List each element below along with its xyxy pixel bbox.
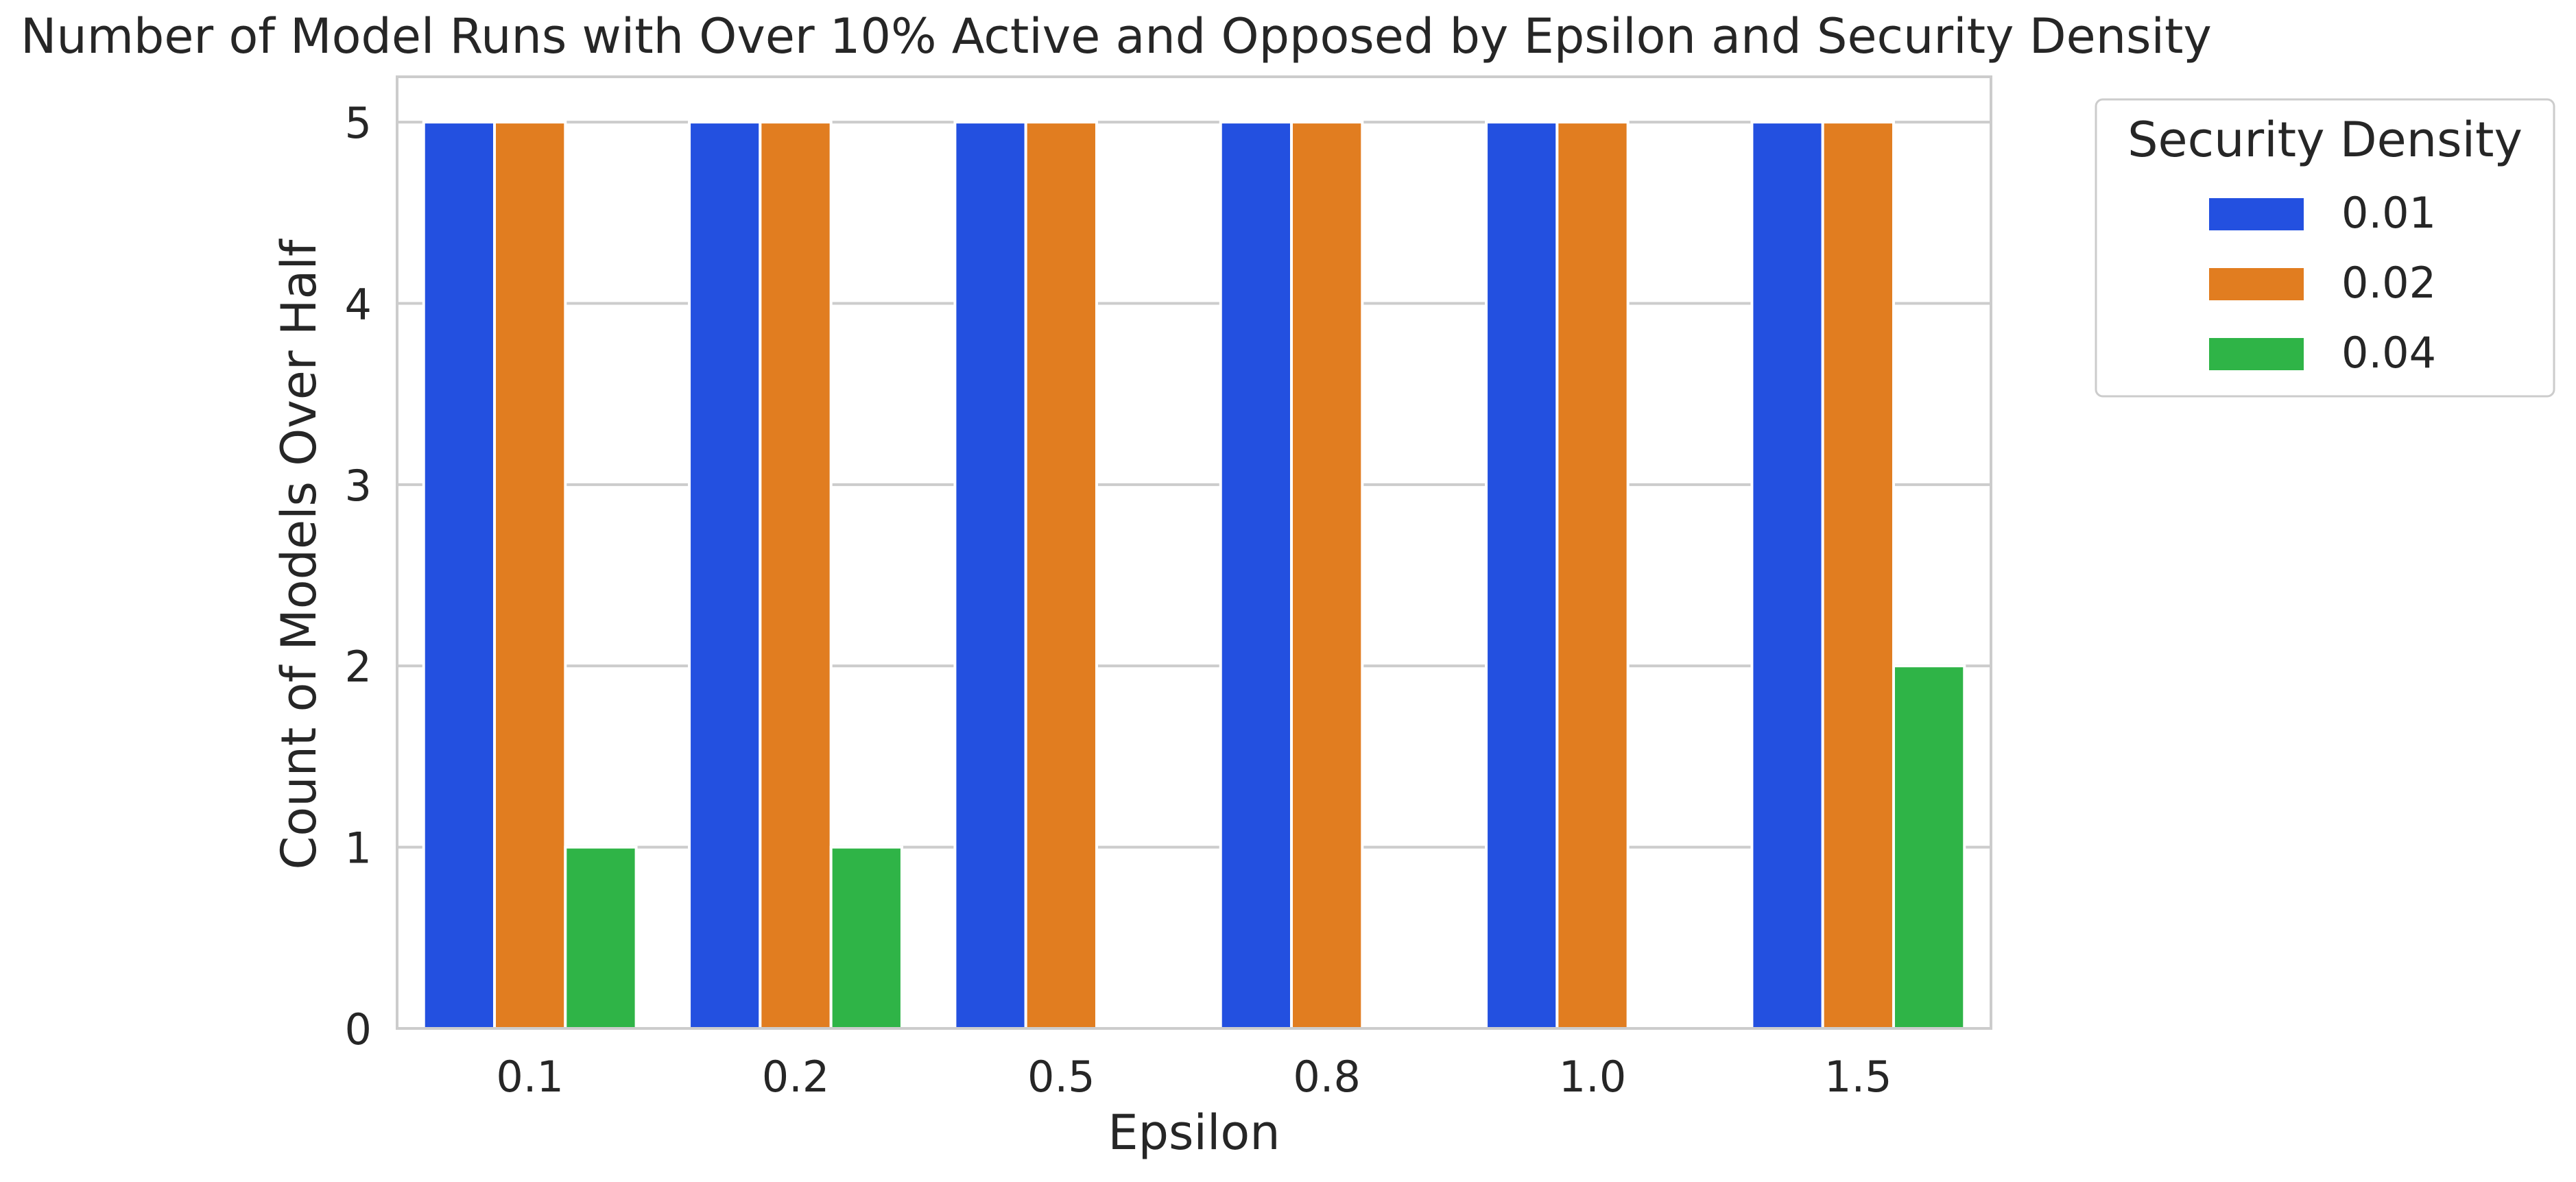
bar-0.02-0.1 <box>493 121 567 1030</box>
bar-0.04-1.5 <box>1892 664 1966 1030</box>
bar-0.01-0.1 <box>422 121 497 1030</box>
legend-label: 0.04 <box>2341 328 2436 378</box>
x-tick-label: 0.1 <box>496 1052 564 1102</box>
bar-0.01-1.0 <box>1485 121 1559 1030</box>
legend-swatch-0.02 <box>2208 267 2305 302</box>
y-axis-ticks: 0 1 2 3 4 5 <box>345 98 372 1054</box>
y-tick-label: 5 <box>345 98 372 148</box>
bar-0.02-0.2 <box>759 121 833 1030</box>
bar-0.02-1.5 <box>1821 121 1895 1030</box>
y-tick-label: 2 <box>345 642 372 692</box>
legend-title: Security Density <box>2127 112 2523 168</box>
x-tick-label: 0.5 <box>1027 1052 1095 1102</box>
legend-label: 0.01 <box>2341 188 2436 238</box>
bar-0.01-1.5 <box>1750 121 1824 1030</box>
bar-0.04-0.1 <box>564 845 638 1030</box>
bar-0.02-0.8 <box>1290 121 1364 1030</box>
x-axis-ticks: 0.1 0.2 0.5 0.8 1.0 1.5 <box>496 1052 1892 1102</box>
legend-swatch-0.01 <box>2208 197 2305 232</box>
legend-label: 0.02 <box>2341 258 2436 308</box>
y-tick-label: 0 <box>345 1004 372 1054</box>
legend-box <box>2095 98 2555 398</box>
bar-0.04-0.2 <box>829 845 903 1030</box>
legend-swatch-0.04 <box>2208 337 2305 372</box>
x-tick-label: 1.0 <box>1559 1052 1627 1102</box>
chart-title: Number of Model Runs with Over 10% Activ… <box>21 8 2212 64</box>
bars <box>422 121 1966 1030</box>
bar-0.01-0.8 <box>1219 121 1293 1030</box>
bar-0.02-0.5 <box>1024 121 1098 1030</box>
x-tick-label: 1.5 <box>1824 1052 1892 1102</box>
plot-frame <box>396 75 1992 1030</box>
bar-0.01-0.5 <box>953 121 1027 1030</box>
y-tick-label: 4 <box>345 279 372 329</box>
legend: Security Density 0.01 0.02 0.04 <box>2095 98 2555 398</box>
y-tick-label: 1 <box>345 823 372 873</box>
y-tick-label: 3 <box>345 461 372 511</box>
x-axis-label: Epsilon <box>1108 1105 1280 1161</box>
bar-0.02-1.0 <box>1555 121 1630 1030</box>
x-tick-label: 0.8 <box>1293 1052 1361 1102</box>
legend-items: 0.01 0.02 0.04 <box>2208 188 2436 378</box>
x-tick-label: 0.2 <box>762 1052 830 1102</box>
bar-0.01-0.2 <box>688 121 762 1030</box>
y-axis-label: Count of Models Over Half <box>271 239 327 869</box>
